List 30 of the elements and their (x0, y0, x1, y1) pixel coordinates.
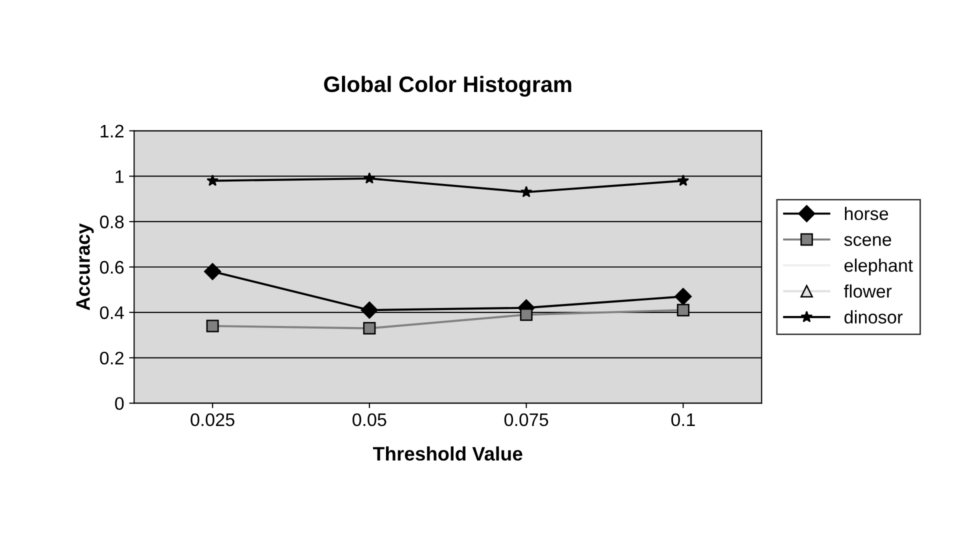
y-tick-label: 0.4 (100, 306, 124, 320)
y-tick-label: 0.8 (100, 216, 124, 228)
y-tick-label: 1.2 (100, 124, 124, 138)
point (674, 288, 692, 306)
y-axis-title: Accuracy (76, 223, 94, 310)
x-tick-label: 0.075 (504, 413, 548, 426)
x-tick-label: 0.025 (190, 413, 234, 426)
legend-label: scene (844, 236, 892, 246)
point (520, 308, 533, 321)
x-tick-label: 0.1 (671, 413, 695, 426)
legend-label: flower (844, 284, 892, 298)
x-tick-label: 0.05 (352, 413, 386, 426)
point (363, 172, 376, 184)
x-axis-title: Threshold Value (372, 446, 522, 461)
point (206, 174, 219, 186)
y-tick-label: 1 (116, 170, 124, 183)
point (676, 304, 690, 316)
point (677, 174, 690, 186)
legend-label: elephant (844, 258, 913, 276)
y-tick-label: 0.2 (100, 352, 124, 364)
y-tick-label: 0 (115, 397, 124, 410)
legend-label: horse (844, 206, 888, 220)
point (363, 322, 376, 335)
chart-title: Global Color Histogram (324, 76, 572, 97)
legend-label: dinosor (844, 310, 903, 324)
point (206, 320, 219, 332)
point (520, 186, 532, 198)
y-tick-label: 0.6 (100, 260, 124, 274)
point (204, 262, 222, 280)
point (360, 302, 378, 319)
